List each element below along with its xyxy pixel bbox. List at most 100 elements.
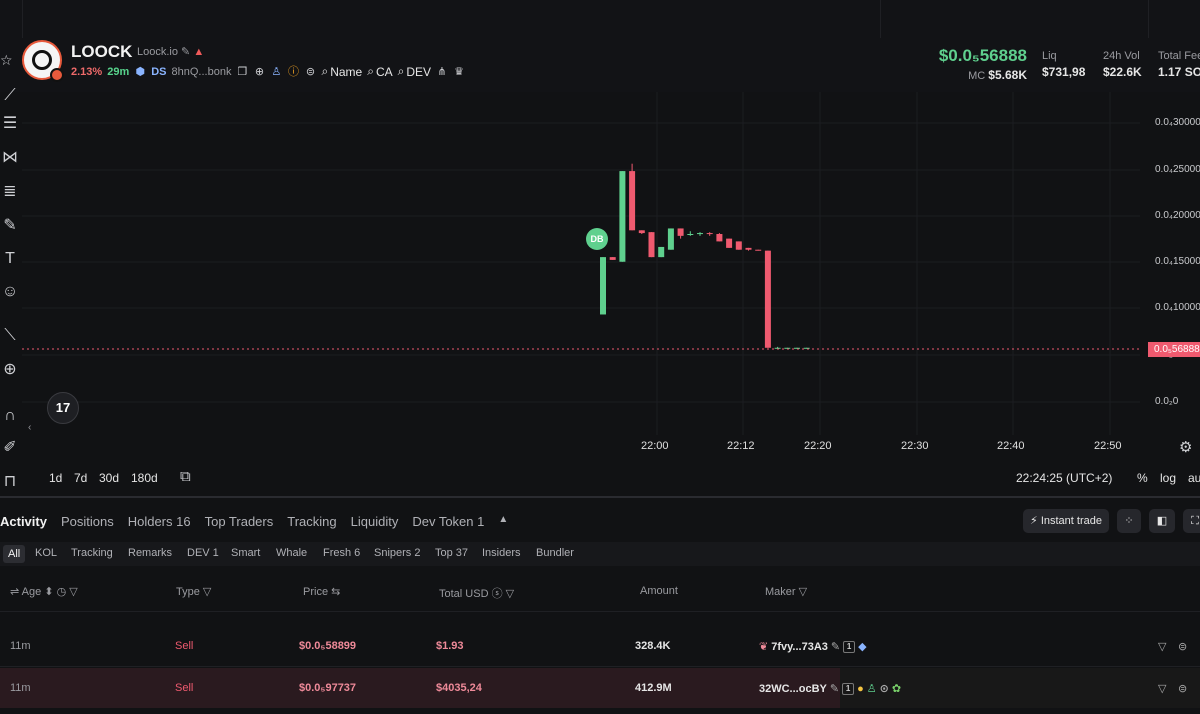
tab-dev-token[interactable]: Dev Token 1 xyxy=(412,514,485,529)
price-chart[interactable]: DB xyxy=(22,92,1140,435)
filter-icon[interactable]: ▽ xyxy=(69,586,78,598)
search-dev[interactable]: ⌕ DEV xyxy=(397,64,432,79)
row-type: Sell xyxy=(175,682,194,694)
tab-activity[interactable]: Activity xyxy=(0,514,47,529)
tradingview-logo[interactable]: 17 xyxy=(47,392,79,424)
filter-dev[interactable]: DEV 1 xyxy=(187,547,219,559)
alert-icon[interactable]: ⓘ xyxy=(287,65,299,78)
activity-tabs: Activity Positions Holders 16 Top Trader… xyxy=(0,514,522,529)
expand-button[interactable]: ⛶ xyxy=(1183,509,1200,533)
filter-whale[interactable]: Whale xyxy=(276,547,308,559)
brush-icon[interactable]: ✎ xyxy=(3,217,17,234)
filter-top[interactable]: Top 37 xyxy=(435,547,469,559)
text-tool-icon[interactable]: T xyxy=(5,250,15,267)
col-type[interactable]: Type ▽ xyxy=(176,586,212,598)
token-name: LOOCK xyxy=(71,42,133,61)
panel-divider[interactable] xyxy=(0,496,1200,498)
filter-fresh[interactable]: Fresh 6 xyxy=(323,547,361,559)
star-icon[interactable]: ☆ xyxy=(0,52,13,68)
filter-icon[interactable]: ▽ xyxy=(202,586,212,598)
line-tool-icon[interactable]: ⟋ xyxy=(4,87,16,104)
warning-icon: ▲ xyxy=(193,46,205,58)
token-domain[interactable]: Loock.io ✎ ▲ xyxy=(137,46,205,58)
filter-kol[interactable]: KOL xyxy=(35,547,58,559)
scale-auto[interactable]: au xyxy=(1188,471,1200,485)
ruler-icon[interactable]: ⟍ xyxy=(4,327,16,344)
tab-holders[interactable]: Holders 16 xyxy=(127,514,191,529)
sort-icon[interactable]: ⇌ xyxy=(10,586,20,598)
col-total-usd[interactable]: Total USD ⓢ ▽ xyxy=(439,588,515,600)
bubble-map-button[interactable]: ⁘ xyxy=(1117,509,1141,533)
candle xyxy=(600,257,606,315)
range-30d[interactable]: 30d xyxy=(99,471,120,485)
swap-icon[interactable]: ⇆ xyxy=(331,586,341,598)
edit-icon[interactable]: ✎ xyxy=(829,683,840,695)
filter-icon[interactable]: ▽ xyxy=(798,586,808,598)
range-1d[interactable]: 1d xyxy=(49,471,63,485)
candle xyxy=(745,247,752,250)
filter-tracking[interactable]: Tracking xyxy=(71,547,113,559)
col-price[interactable]: Price ⇆ xyxy=(303,586,341,598)
search-name[interactable]: ⌕ Name xyxy=(321,64,363,79)
range-180d[interactable]: 180d xyxy=(131,471,158,485)
user-icon[interactable]: ♙ xyxy=(271,65,282,78)
tab-top-traders[interactable]: Top Traders xyxy=(204,514,274,529)
edit-icon[interactable]: ✎ xyxy=(181,46,191,58)
filter-all[interactable]: All xyxy=(3,545,26,563)
menu-icon[interactable]: ⊜ xyxy=(305,65,316,78)
filter-smart[interactable]: Smart xyxy=(231,547,261,559)
ds-label[interactable]: DS xyxy=(151,65,167,78)
tab-positions[interactable]: Positions xyxy=(60,514,114,529)
collapse-toolbar-icon[interactable]: ‹ xyxy=(28,422,32,433)
table-row[interactable]: 11m Sell $0.0₅97737 $4035,24 412.9M 32WC… xyxy=(0,668,1200,708)
copy-icon[interactable]: ❐ xyxy=(237,65,248,78)
filter-snipers[interactable]: Snipers 2 xyxy=(374,547,421,559)
more-icon[interactable]: ⊜ xyxy=(1178,641,1188,653)
tab-liquidity[interactable]: Liquidity xyxy=(350,514,399,529)
candle xyxy=(794,347,800,349)
range-7d[interactable]: 7d xyxy=(74,471,88,485)
col-age[interactable]: ⇌ Age ⬍ ◷ ▽ xyxy=(10,586,78,598)
parallel-lines-icon[interactable]: ☰ xyxy=(2,115,18,132)
row-amount: 328.4K xyxy=(635,640,671,652)
clock-icon[interactable]: ◷ xyxy=(56,586,67,598)
filter-remarks[interactable]: Remarks xyxy=(128,547,173,559)
db-marker[interactable]: DB xyxy=(586,228,608,250)
filter-insiders[interactable]: Insiders xyxy=(482,547,521,559)
token-age: 29m xyxy=(107,65,130,78)
more-icon[interactable]: ⊜ xyxy=(1178,683,1188,695)
share-icon[interactable]: ⋔ xyxy=(437,65,447,78)
zoom-icon[interactable]: ⊕ xyxy=(3,361,17,378)
instant-trade-button[interactable]: ⚡ Instant trade xyxy=(1023,509,1109,533)
scale-percent[interactable]: % xyxy=(1137,471,1148,485)
table-row[interactable]: 11m Sell $0.0₅58899 $1.93 328.4K ❦ 7fvy.… xyxy=(0,626,1200,666)
fib-tool-icon[interactable]: ≣ xyxy=(3,183,17,200)
scale-log[interactable]: log xyxy=(1160,471,1177,485)
emoji-icon[interactable]: ☺ xyxy=(1,283,19,300)
chart-clock[interactable]: 22:24:25 (UTC+2) xyxy=(1016,471,1113,485)
filter-bundler[interactable]: Bundler xyxy=(536,547,574,559)
search-ca[interactable]: ⌕ CA xyxy=(367,64,393,79)
filter-icon[interactable]: ▽ xyxy=(1158,683,1167,695)
candle xyxy=(774,347,781,349)
magnet-icon[interactable]: ∩ xyxy=(4,407,16,424)
lock-icon[interactable]: ⊓ xyxy=(3,473,17,490)
currency-icon[interactable]: ⓢ xyxy=(491,588,503,600)
crown-icon[interactable]: ♛ xyxy=(454,65,464,78)
col-maker[interactable]: Maker ▽ xyxy=(765,586,808,598)
edit-icon[interactable]: ✎ xyxy=(830,641,841,653)
candlestick-chart[interactable] xyxy=(22,92,1140,435)
filter-icon[interactable]: ▽ xyxy=(1158,641,1167,653)
row-maker[interactable]: 32WC...ocBY ✎ 1 ● ♙ ⊙ ✿ xyxy=(759,682,902,695)
tab-tracking[interactable]: Tracking xyxy=(287,514,337,529)
pattern-tool-icon[interactable]: ⋈ xyxy=(2,149,18,166)
chart-settings-icon[interactable]: ⚙ xyxy=(1179,439,1193,456)
contract-address[interactable]: 8hnQ...bonk xyxy=(171,65,232,78)
row-maker[interactable]: ❦ 7fvy...73A3 ✎ 1 ◆ xyxy=(759,640,867,653)
split-view-button[interactable]: ◧ xyxy=(1149,509,1175,533)
lock-drawing-icon[interactable]: ✐ xyxy=(3,439,17,456)
calendar-icon[interactable]: ⧉ xyxy=(180,468,191,485)
filter-icon[interactable]: ▽ xyxy=(505,588,515,600)
collapse-panel-icon[interactable]: ▲ xyxy=(498,514,509,525)
globe-icon[interactable]: ⊕ xyxy=(254,65,265,78)
